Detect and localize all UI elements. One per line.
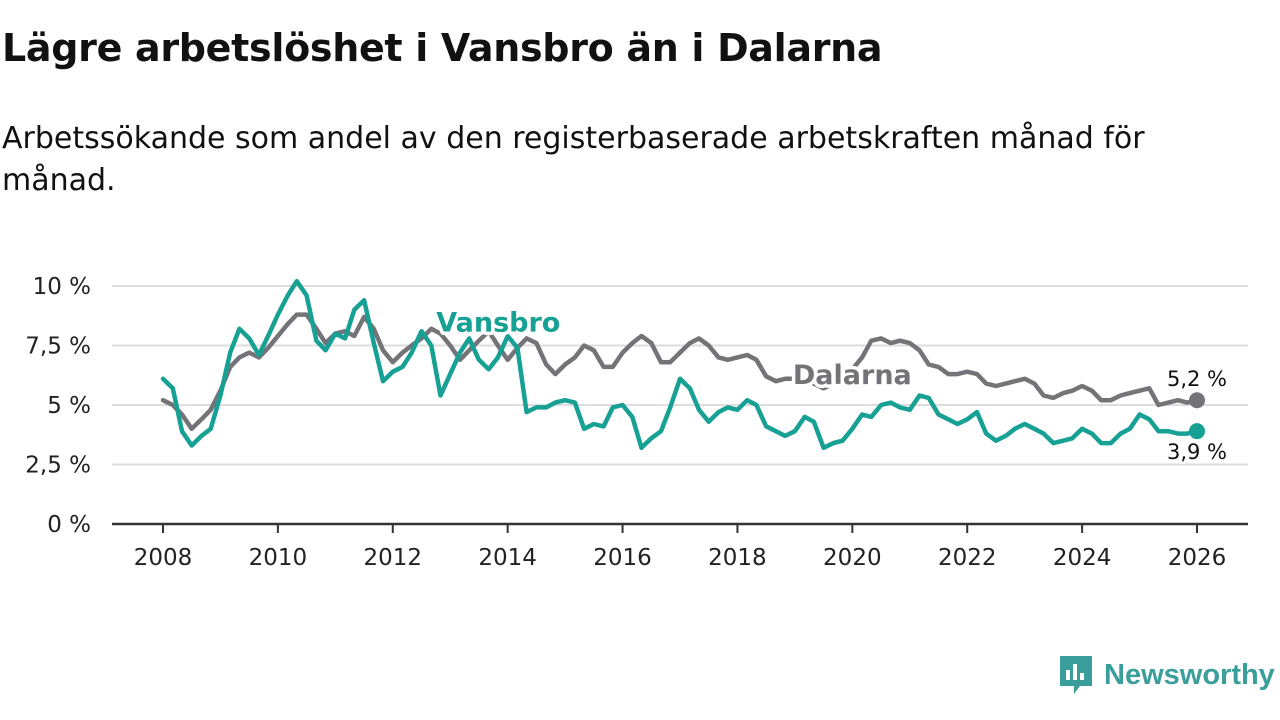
x-tick-label: 2010 xyxy=(249,545,308,571)
dalarna-end-value-label: 5,2 % xyxy=(1167,367,1227,391)
x-tick-label: 2012 xyxy=(364,545,423,571)
x-tick-label: 2024 xyxy=(1053,545,1112,571)
x-tick-label: 2026 xyxy=(1168,545,1227,571)
dalarna-line xyxy=(160,312,1200,432)
chart-subtitle: Arbetssökande som andel av den registerb… xyxy=(2,121,1145,198)
dalarna-label: Dalarna xyxy=(793,360,912,391)
x-tick-label: 2018 xyxy=(708,545,767,571)
series-labels: Dalarna 5,2 % Vansbro 3,9 % xyxy=(433,304,1230,466)
chart-title: Lägre arbetslöshet i Vansbro än i Dalarn… xyxy=(2,26,883,70)
x-tick-label: 2008 xyxy=(134,545,193,571)
vansbro-end-value-label: 3,9 % xyxy=(1167,440,1227,464)
vansbro-label: Vansbro xyxy=(436,308,560,339)
vansbro-end-dot xyxy=(1189,423,1205,440)
series-lines xyxy=(160,278,1205,451)
y-tick-label: 10 % xyxy=(33,274,91,300)
y-tick-label: 5 % xyxy=(47,393,91,419)
x-tick-label: 2020 xyxy=(823,545,882,571)
y-tick-label: 0 % xyxy=(47,512,91,538)
gridlines xyxy=(112,285,1248,526)
vansbro-line xyxy=(160,278,1200,451)
x-axis-ticks: 2008 2010 2012 2014 2016 2018 2020 2022 2024 2026 xyxy=(134,524,1227,571)
x-tick-label: 2016 xyxy=(593,545,652,571)
y-tick-label: 7,5 % xyxy=(25,334,91,360)
y-tick-label: 2,5 % xyxy=(25,453,91,479)
dalarna-end-dot xyxy=(1189,392,1205,409)
y-axis-ticks: 0 % 2,5 % 5 % 7,5 % 10 % xyxy=(25,274,91,538)
brand-name: Newsworthy xyxy=(1104,658,1275,691)
brand-logo[interactable]: Newsworthy xyxy=(1058,654,1275,696)
x-tick-label: 2022 xyxy=(938,545,997,571)
x-tick-label: 2014 xyxy=(478,545,537,571)
newsworthy-logo-icon xyxy=(1060,656,1092,694)
